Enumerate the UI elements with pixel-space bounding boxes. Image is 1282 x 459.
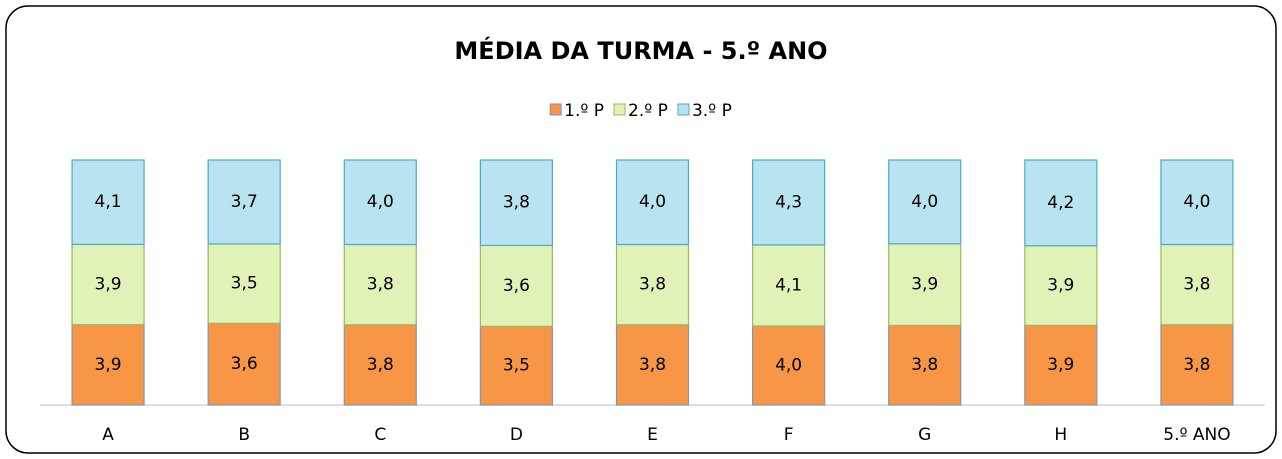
data-label: 4,1: [775, 275, 802, 295]
bar-segment: [615, 324, 690, 406]
bar-segment: [207, 243, 281, 324]
data-label: 3,8: [1183, 355, 1210, 375]
x-tick-label: A: [102, 425, 114, 445]
data-label: 3,9: [95, 275, 122, 295]
x-tick-label: D: [510, 425, 523, 445]
data-label: 3,9: [95, 355, 122, 375]
bar-segment: [752, 244, 826, 327]
data-label: 4,0: [775, 355, 802, 375]
bar-segment: [1160, 324, 1234, 406]
bar-segment: [71, 159, 145, 246]
bar-segment: [888, 243, 962, 327]
legend-swatch: [677, 103, 690, 116]
bar-segment: [479, 244, 553, 327]
x-tick-label: F: [784, 425, 794, 445]
bar-segment: [752, 159, 826, 246]
bar-segment: [71, 324, 145, 406]
legend-label: 3.º P: [692, 101, 732, 121]
bar-segment: [71, 243, 145, 326]
data-label: 3,9: [1047, 276, 1074, 296]
data-label: 4,0: [1183, 192, 1210, 212]
bar-segment: [888, 159, 962, 245]
bar-segment: [343, 243, 417, 326]
legend-label: 2.º P: [628, 101, 668, 121]
bar-segment: [343, 324, 417, 406]
x-tick-label: E: [647, 425, 658, 445]
x-tick-label: G: [918, 425, 931, 445]
data-label: 4,0: [639, 192, 666, 212]
data-label: 4,1: [95, 192, 122, 212]
chart-title: MÉDIA DA TURMA - 5.º ANO: [454, 36, 827, 65]
data-label: 4,2: [1047, 193, 1074, 213]
bar-segment: [207, 159, 281, 245]
data-label: 4,0: [367, 192, 394, 212]
data-label: 3,8: [367, 355, 394, 375]
x-tick-label: B: [238, 425, 250, 445]
bar-segment: [1024, 324, 1098, 406]
legend-label: 1.º P: [564, 101, 604, 121]
data-label: 3,9: [911, 275, 938, 295]
data-label: 3,8: [1183, 275, 1210, 295]
data-label: 3,8: [639, 355, 666, 375]
bar-segment: [615, 159, 690, 246]
data-label: 3,8: [503, 193, 530, 213]
data-label: 3,8: [911, 355, 938, 375]
bar-segment: [1160, 243, 1234, 326]
bar-segment: [1024, 159, 1098, 247]
data-label: 3,7: [231, 192, 258, 212]
data-label: 3,6: [231, 354, 258, 374]
legend-swatch: [613, 103, 626, 116]
data-label: 3,5: [231, 274, 258, 294]
data-label: 3,5: [503, 356, 530, 376]
bar-segment: [752, 325, 826, 406]
legend-swatch: [549, 103, 562, 116]
bar-segment: [1160, 159, 1234, 246]
x-tick-label: H: [1054, 425, 1067, 445]
data-label: 4,3: [775, 192, 802, 212]
data-label: 3,8: [639, 275, 666, 295]
bar-segment: [888, 324, 962, 406]
bar-segment: [343, 159, 417, 246]
bar-segment: [207, 322, 281, 406]
x-tick-label: C: [374, 425, 386, 445]
data-label: 3,6: [503, 276, 530, 296]
data-label: 3,9: [1047, 355, 1074, 375]
data-label: 4,0: [911, 192, 938, 212]
data-label: 3,8: [367, 275, 394, 295]
x-tick-label: 5.º ANO: [1163, 425, 1230, 445]
bar-segment: [479, 159, 553, 247]
